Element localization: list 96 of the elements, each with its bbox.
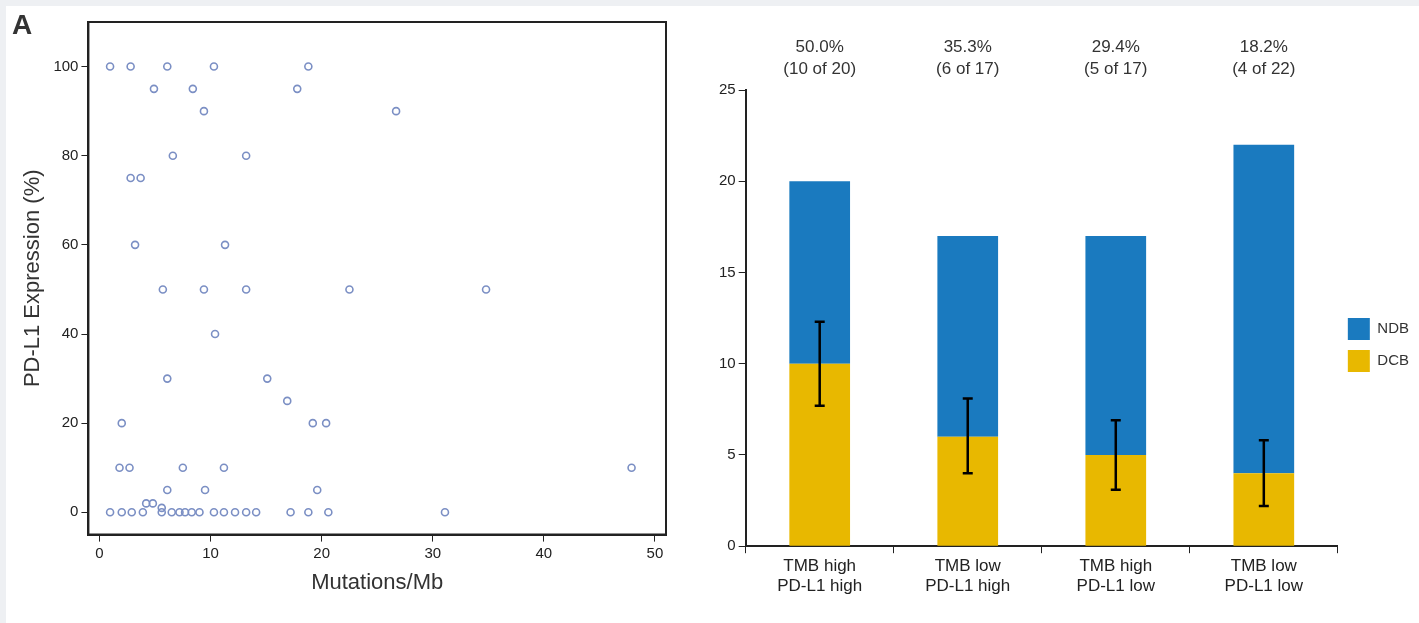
point (481, 285, 491, 294)
point (230, 508, 240, 517)
point (219, 463, 229, 473)
point (324, 508, 333, 517)
point (141, 499, 151, 508)
point (251, 508, 261, 517)
point (282, 396, 292, 406)
text: 35.3% (6 of 17) (936, 37, 1000, 78)
legend-label: NDB (1377, 319, 1409, 337)
point (187, 508, 197, 517)
point (627, 463, 636, 473)
x-tick-label: TMB high PD-L1 high (777, 556, 863, 596)
text: 29.4% (5 of 17) (1084, 37, 1148, 78)
point (241, 285, 251, 294)
y-tick-label: 10 (719, 353, 736, 371)
point (345, 285, 354, 294)
point (440, 508, 450, 517)
point (157, 508, 167, 517)
point (115, 463, 124, 473)
point (199, 285, 209, 294)
point (162, 485, 172, 495)
point (304, 508, 313, 517)
y-tick-label: 100 (53, 56, 79, 74)
point (175, 508, 184, 517)
y-axis-title: PD-L1 Expression (%) (19, 169, 45, 388)
point (105, 62, 115, 71)
point (157, 503, 167, 513)
x-tick-label: TMB low PD-L1 low (1224, 556, 1304, 596)
point (312, 485, 322, 495)
point (209, 508, 219, 517)
x-tick-label: TMB low PD-L1 high (925, 556, 1011, 596)
point (125, 463, 134, 473)
x-tick-label: 50 (646, 543, 664, 561)
point (149, 84, 159, 94)
point (126, 62, 135, 71)
point (200, 485, 210, 495)
x-tick-label: 40 (535, 543, 553, 561)
point (199, 106, 209, 116)
point (148, 499, 158, 508)
x-tick-label: TMB high PD-L1 low (1076, 556, 1156, 596)
point (127, 508, 137, 517)
point (178, 463, 188, 473)
legend-label: DCB (1377, 351, 1409, 369)
bar (1233, 473, 1295, 546)
y-tick-label: 20 (719, 171, 736, 189)
point (321, 418, 331, 428)
point (180, 508, 190, 517)
x-tick-label: 30 (424, 543, 442, 561)
text: 18.2% (4 of 22) (1232, 37, 1296, 78)
point (117, 508, 127, 517)
point (304, 62, 313, 71)
point (130, 240, 140, 250)
point (241, 508, 251, 517)
point (286, 508, 295, 517)
y-tick-label: 0 (70, 502, 79, 520)
point (126, 173, 135, 183)
point (168, 151, 178, 161)
point (162, 374, 172, 383)
point (308, 418, 318, 428)
point (136, 173, 145, 183)
point (162, 62, 172, 71)
text: A (12, 8, 33, 40)
point (292, 84, 302, 94)
point (220, 240, 230, 250)
point (105, 508, 115, 517)
y-tick-label: 80 (61, 145, 79, 163)
y-tick-label: 40 (61, 324, 79, 342)
point (138, 508, 148, 517)
text: 50.0% (10 of 20) (783, 37, 857, 78)
point (158, 285, 168, 294)
y-tick-label: 15 (719, 262, 736, 280)
point (391, 106, 401, 116)
x-tick-label: 10 (202, 543, 219, 561)
point (117, 418, 127, 428)
point (167, 508, 177, 517)
point (262, 374, 272, 383)
bar (789, 363, 851, 546)
point (219, 508, 229, 517)
bar (1233, 144, 1295, 474)
y-tick-label: 60 (61, 235, 79, 253)
point (209, 62, 219, 71)
x-tick-label: 0 (95, 543, 104, 561)
point (195, 508, 204, 517)
x-axis-title: Mutations/Mb (311, 568, 444, 594)
bar (937, 436, 999, 546)
bar (937, 235, 999, 437)
y-tick-label: 5 (727, 445, 736, 463)
point (210, 329, 220, 339)
y-tick-label: 20 (61, 413, 79, 431)
x-tick-label: 20 (313, 543, 331, 561)
point (188, 84, 198, 94)
bar (789, 181, 851, 364)
y-tick-label: 25 (719, 80, 736, 98)
bar (1085, 235, 1147, 455)
bar (1085, 454, 1147, 546)
point (241, 151, 251, 161)
